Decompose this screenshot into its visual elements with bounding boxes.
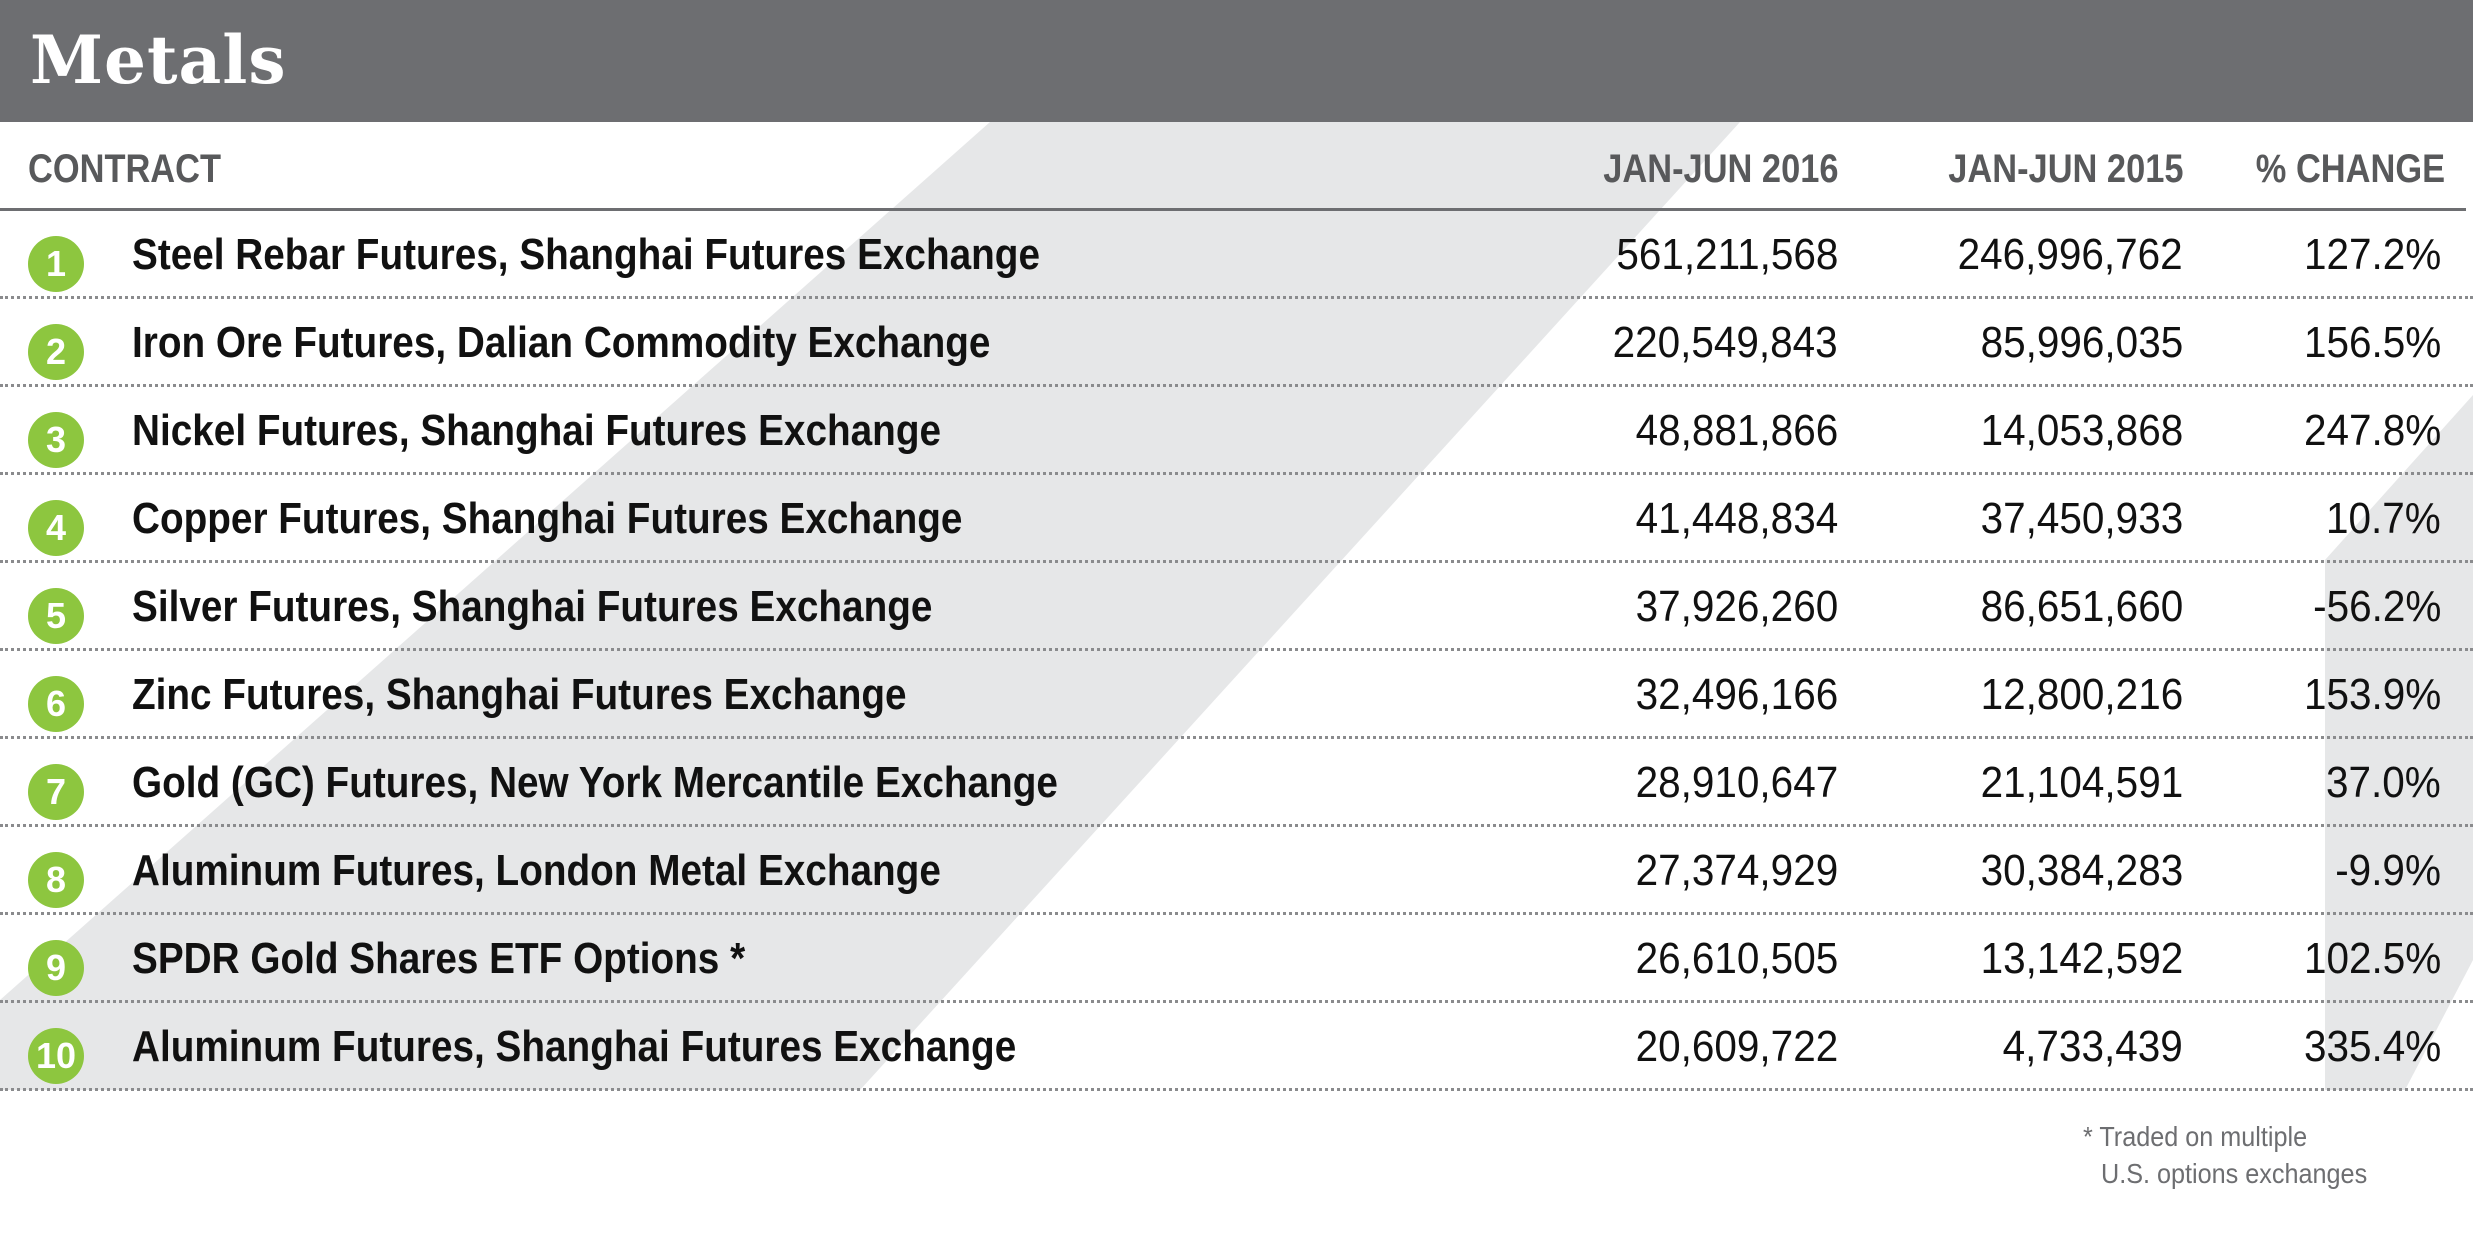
rank-badge: 5	[28, 588, 84, 644]
footnote-line-1: * Traded on multiple	[2083, 1121, 2307, 1152]
rank-badge: 10	[28, 1028, 84, 1084]
volume-2015: 14,053,868	[1980, 387, 2183, 475]
percent-change: 335.4%	[2304, 1003, 2441, 1091]
contract-name: Steel Rebar Futures, Shanghai Futures Ex…	[132, 211, 1040, 299]
contract-name: Zinc Futures, Shanghai Futures Exchange	[132, 651, 907, 739]
volume-2016: 48,881,866	[1635, 387, 1838, 475]
volume-2015: 12,800,216	[1980, 651, 2183, 739]
header-contract: CONTRACT	[28, 130, 221, 208]
footnote-line-2: U.S. options exchanges	[2083, 1155, 2380, 1192]
rank-badge: 4	[28, 500, 84, 556]
volume-2015: 86,651,660	[1980, 563, 2183, 651]
contract-name: Aluminum Futures, Shanghai Futures Excha…	[132, 1003, 1016, 1091]
volume-2015: 37,450,933	[1980, 475, 2183, 563]
contract-name: Iron Ore Futures, Dalian Commodity Excha…	[132, 299, 990, 387]
percent-change: 156.5%	[2304, 299, 2441, 387]
volume-2016: 41,448,834	[1635, 475, 1838, 563]
percent-change: 102.5%	[2304, 915, 2441, 1003]
table-row: 6 Zinc Futures, Shanghai Futures Exchang…	[0, 651, 2473, 739]
contract-name: Aluminum Futures, London Metal Exchange	[132, 827, 941, 915]
table-row: 4 Copper Futures, Shanghai Futures Excha…	[0, 475, 2473, 563]
rank-badge: 7	[28, 764, 84, 820]
header-jan-jun-2015: JAN-JUN 2015	[1948, 130, 2183, 208]
contract-name: Copper Futures, Shanghai Futures Exchang…	[132, 475, 962, 563]
rank-badge: 3	[28, 412, 84, 468]
percent-change: -56.2%	[2313, 563, 2441, 651]
table-row: 5 Silver Futures, Shanghai Futures Excha…	[0, 563, 2473, 651]
table-row: 3 Nickel Futures, Shanghai Futures Excha…	[0, 387, 2473, 475]
rank-badge: 8	[28, 852, 84, 908]
title-bar: Metals	[0, 0, 2473, 122]
header-percent-change: % CHANGE	[2256, 130, 2445, 208]
percent-change: 37.0%	[2326, 739, 2441, 827]
table-row: 2 Iron Ore Futures, Dalian Commodity Exc…	[0, 299, 2473, 387]
percent-change: 10.7%	[2326, 475, 2441, 563]
contract-name: SPDR Gold Shares ETF Options *	[132, 915, 745, 1003]
volume-2015: 4,733,439	[2003, 1003, 2183, 1091]
percent-change: 127.2%	[2304, 211, 2441, 299]
volume-2016: 26,610,505	[1635, 915, 1838, 1003]
contract-name: Gold (GC) Futures, New York Mercantile E…	[132, 739, 1058, 827]
volume-2016: 27,374,929	[1635, 827, 1838, 915]
table-header-row: CONTRACT JAN-JUN 2016 JAN-JUN 2015 % CHA…	[0, 130, 2473, 208]
volume-2015: 13,142,592	[1980, 915, 2183, 1003]
volume-2015: 85,996,035	[1980, 299, 2183, 387]
table-row: 8 Aluminum Futures, London Metal Exchang…	[0, 827, 2473, 915]
footnote: * Traded on multiple U.S. options exchan…	[2083, 1118, 2380, 1192]
volume-2016: 28,910,647	[1635, 739, 1838, 827]
percent-change: 153.9%	[2304, 651, 2441, 739]
rank-badge: 1	[28, 236, 84, 292]
volume-2016: 37,926,260	[1635, 563, 1838, 651]
percent-change: -9.9%	[2335, 827, 2441, 915]
table-row: 10 Aluminum Futures, Shanghai Futures Ex…	[0, 1003, 2473, 1091]
volume-2016: 20,609,722	[1635, 1003, 1838, 1091]
volume-2016: 32,496,166	[1635, 651, 1838, 739]
table-row: 1 Steel Rebar Futures, Shanghai Futures …	[0, 211, 2473, 299]
rank-badge: 2	[28, 324, 84, 380]
volume-2016: 220,549,843	[1613, 299, 1838, 387]
volume-2015: 246,996,762	[1958, 211, 2183, 299]
volume-2016: 561,211,568	[1616, 211, 1838, 299]
rank-badge: 6	[28, 676, 84, 732]
volume-2015: 21,104,591	[1980, 739, 2183, 827]
table-body: 1 Steel Rebar Futures, Shanghai Futures …	[0, 211, 2473, 1091]
rank-badge: 9	[28, 940, 84, 996]
contract-name: Nickel Futures, Shanghai Futures Exchang…	[132, 387, 941, 475]
table-row: 9 SPDR Gold Shares ETF Options * 26,610,…	[0, 915, 2473, 1003]
header-jan-jun-2016: JAN-JUN 2016	[1603, 130, 1838, 208]
table-title: Metals	[30, 18, 287, 102]
table-row: 7 Gold (GC) Futures, New York Mercantile…	[0, 739, 2473, 827]
volume-2015: 30,384,283	[1980, 827, 2183, 915]
percent-change: 247.8%	[2304, 387, 2441, 475]
contract-name: Silver Futures, Shanghai Futures Exchang…	[132, 563, 932, 651]
